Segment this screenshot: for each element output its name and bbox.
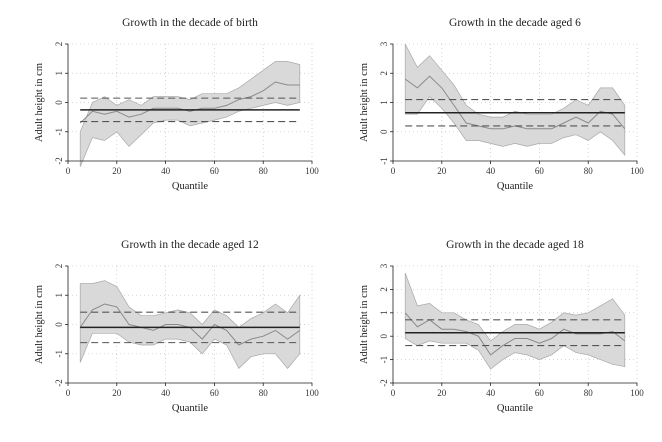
x-tick-label: 60 xyxy=(210,388,220,398)
estimate-line xyxy=(404,75,626,130)
y-axis-label: Adult height in cm xyxy=(359,285,370,364)
x-tick-label: 80 xyxy=(259,388,269,398)
x-tick-label: 20 xyxy=(437,166,447,176)
y-tick-label: -2 xyxy=(379,379,389,387)
x-tick-label: 100 xyxy=(305,166,319,176)
y-tick-label: -1 xyxy=(54,350,64,358)
x-tick-label: 20 xyxy=(437,388,447,398)
y-tick-label: 0 xyxy=(54,100,64,105)
confidence-band xyxy=(404,272,626,370)
y-tick-label: 0 xyxy=(54,322,64,327)
y-tick-label: 2 xyxy=(54,264,64,269)
y-tick-label: -1 xyxy=(379,356,389,364)
y-tick-label: 3 xyxy=(379,41,389,46)
x-tick-label: 40 xyxy=(486,388,496,398)
y-axis-label: Adult height in cm xyxy=(34,285,45,364)
x-tick-label: 40 xyxy=(486,166,496,176)
y-tick-label: 1 xyxy=(379,100,389,105)
panel-title: Growth in the decade aged 12 xyxy=(121,239,259,251)
x-tick-label: 60 xyxy=(535,166,545,176)
x-tick-label: 0 xyxy=(66,166,71,176)
x-tick-label: 100 xyxy=(305,388,319,398)
x-axis-label: Quantile xyxy=(497,403,533,414)
y-tick-label: 2 xyxy=(54,42,64,47)
confidence-band xyxy=(404,43,626,157)
panel-4: 0 20 40 60 80 100 -2 -1 0 1 2 3 Growth in the decade… xyxy=(359,239,644,414)
panel-title: Growth in the decade aged 6 xyxy=(449,17,581,29)
y-tick-label: -2 xyxy=(54,157,64,165)
panel-title: Growth in the decade of birth xyxy=(122,17,258,29)
x-tick-label: 0 xyxy=(391,388,396,398)
x-tick-label: 100 xyxy=(630,166,644,176)
x-tick-label: 100 xyxy=(630,388,644,398)
x-tick-label: 60 xyxy=(210,166,220,176)
y-tick-label: 3 xyxy=(379,263,389,268)
y-tick-label: -2 xyxy=(54,379,64,387)
x-tick-label: 40 xyxy=(161,166,171,176)
y-tick-label: -1 xyxy=(379,157,389,165)
estimate-line xyxy=(404,312,626,356)
x-axis-label: Quantile xyxy=(497,181,533,192)
estimate-line xyxy=(79,81,300,124)
panel-1: 0 20 40 60 80 100 -2 -1 0 1 2 Growth in the decade … xyxy=(34,17,319,192)
x-tick-label: 80 xyxy=(259,166,269,176)
y-tick-label: 2 xyxy=(379,287,389,292)
x-axis-label: Quantile xyxy=(172,181,208,192)
y-axis-label: Adult height in cm xyxy=(359,63,370,142)
y-tick-label: 0 xyxy=(379,129,389,134)
x-tick-label: 40 xyxy=(161,388,171,398)
y-axis-label: Adult height in cm xyxy=(34,63,45,142)
x-tick-label: 60 xyxy=(535,388,545,398)
y-tick-label: 1 xyxy=(54,293,64,298)
y-tick-label: -1 xyxy=(54,128,64,136)
panel-3: 0 20 40 60 80 100 -2 -1 0 1 2 Growth in the decade … xyxy=(34,239,319,414)
confidence-band xyxy=(79,280,301,369)
x-tick-label: 80 xyxy=(584,166,594,176)
y-tick-label: 0 xyxy=(379,333,389,338)
confidence-band xyxy=(79,61,301,167)
x-tick-label: 80 xyxy=(584,388,594,398)
x-tick-label: 0 xyxy=(391,166,396,176)
y-tick-label: 2 xyxy=(379,71,389,76)
x-tick-label: 0 xyxy=(66,388,71,398)
x-tick-label: 20 xyxy=(112,388,122,398)
x-tick-label: 20 xyxy=(112,166,122,176)
y-tick-label: 1 xyxy=(379,311,389,316)
x-axis-label: Quantile xyxy=(172,403,208,414)
y-tick-label: 1 xyxy=(54,71,64,76)
panel-title: Growth in the decade aged 18 xyxy=(446,239,584,251)
